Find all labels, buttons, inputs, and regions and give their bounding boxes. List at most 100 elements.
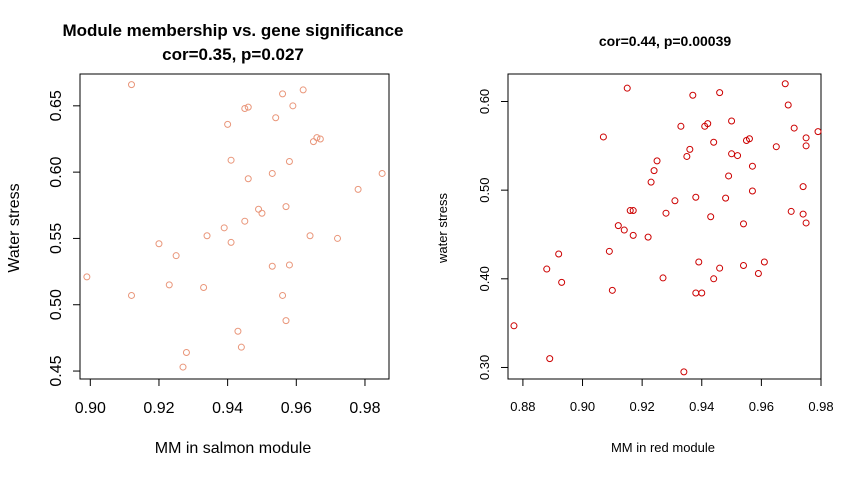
- chart-salmon-point: [83, 273, 91, 281]
- chart-red-point: [802, 142, 810, 150]
- chart-red-point: [644, 233, 652, 241]
- chart-red-point: [510, 322, 518, 330]
- chart-red-point: [686, 145, 694, 153]
- chart-salmon-x-tick-label: 0.96: [281, 400, 312, 417]
- chart-salmon-subtitle: cor=0.35, p=0.027: [162, 45, 304, 64]
- chart-salmon-point: [244, 103, 252, 111]
- chart-salmon-x-tick-label: 0.90: [75, 400, 106, 417]
- chart-salmon-point: [237, 343, 245, 351]
- chart-red-point: [629, 231, 637, 239]
- chart-red-point: [772, 143, 780, 151]
- chart-red-point: [748, 162, 756, 170]
- chart-salmon-point: [128, 81, 135, 89]
- chart-salmon-point: [155, 240, 163, 248]
- chart-red-point: [692, 193, 700, 201]
- chart-red-point: [614, 222, 622, 230]
- chart-red-point: [728, 117, 736, 125]
- chart-salmon-point: [200, 284, 208, 291]
- chart-salmon-point: [203, 232, 211, 240]
- chart-salmon-point: [279, 291, 287, 299]
- chart-red-y-tick-label: 0.30: [477, 355, 492, 380]
- chart-red-point: [707, 213, 715, 221]
- chart-salmon-x-tick-label: 0.94: [212, 400, 243, 417]
- chart-salmon-point: [316, 135, 324, 143]
- chart-red-point: [698, 289, 706, 297]
- chart-salmon-point: [282, 317, 290, 325]
- chart-red-y-axis: 0.30 0.40 0.50 0.60: [477, 89, 509, 380]
- chart-salmon-point: [354, 185, 362, 193]
- chart-red-point: [710, 138, 718, 146]
- chart-salmon-point: [227, 156, 235, 164]
- chart-salmon-point: [268, 262, 276, 270]
- chart-red-point: [722, 194, 730, 202]
- chart-salmon-point: [258, 209, 266, 217]
- chart-salmon-y-tick-label: 0.50: [48, 289, 65, 320]
- chart-red-point: [787, 207, 795, 215]
- chart-salmon-point: [285, 158, 293, 166]
- chart-salmon-y-tick-label: 0.55: [48, 223, 65, 254]
- chart-salmon-point: [279, 90, 287, 98]
- chart-red-point: [781, 80, 789, 88]
- chart-salmon-ylabel: Water stress: [6, 183, 23, 272]
- chart-salmon-point: [255, 205, 263, 213]
- chart-red-point: [680, 368, 688, 376]
- chart-red-point: [814, 128, 822, 136]
- chart-red-point: [739, 262, 747, 270]
- chart-salmon-point: [241, 217, 249, 225]
- chart-red-point: [689, 91, 697, 99]
- chart-salmon-point: [128, 291, 135, 299]
- chart-salmon-x-axis: 0.90 0.92 0.94 0.96 0.98: [75, 378, 381, 417]
- chart-red-point: [695, 258, 703, 266]
- chart-salmon-point: [244, 175, 252, 183]
- chart-salmon-plot-frame: [79, 73, 390, 380]
- chart-red-point: [716, 89, 724, 97]
- chart-red-y-tick-label: 0.60: [477, 89, 492, 114]
- chart-salmon-point: [334, 234, 341, 242]
- chart-salmon-point: [220, 224, 228, 232]
- chart-red-point: [784, 101, 792, 109]
- chart-red-point: [760, 258, 768, 266]
- chart-red-point: [692, 289, 700, 297]
- chart-salmon-point: [179, 363, 187, 371]
- chart-salmon-y-tick-label: 0.60: [48, 156, 65, 187]
- chart-red-point: [662, 209, 670, 217]
- chart-red-point: [608, 286, 616, 294]
- chart-red-x-axis: 0.88 0.90 0.92 0.94 0.96 0.98: [510, 378, 834, 414]
- chart-red-x-tick-label: 0.88: [510, 399, 535, 414]
- chart-red-point: [683, 152, 691, 160]
- chart-red-xlabel: MM in red module: [611, 440, 715, 455]
- chart-salmon-point: [227, 238, 235, 246]
- chart-salmon-point: [182, 348, 190, 356]
- chart-red-point: [543, 265, 551, 273]
- chart-red-point: [671, 197, 679, 205]
- chart-red-point: [555, 250, 563, 258]
- chart-red-point: [653, 157, 661, 165]
- chart-salmon-xlabel: MM in salmon module: [155, 440, 312, 457]
- chart-red-point: [728, 150, 736, 158]
- chart-red-point: [802, 219, 810, 227]
- chart-red-point: [802, 134, 810, 142]
- chart-red-point: [599, 133, 607, 141]
- chart-red-point: [647, 178, 655, 186]
- chart-salmon-y-axis: 0.45 0.50 0.55 0.60 0.65: [48, 90, 81, 387]
- chart-salmon-point: [165, 281, 173, 289]
- chart-red-title: cor=0.44, p=0.00039: [599, 33, 732, 49]
- chart-salmon-point: [309, 138, 317, 146]
- chart-salmon-y-tick-label: 0.45: [48, 355, 65, 386]
- chart-salmon-point: [172, 252, 180, 260]
- chart-red-point: [626, 207, 634, 215]
- chart-salmon-point: [268, 169, 276, 177]
- chart-red-x-tick-label: 0.98: [808, 399, 833, 414]
- chart-red-x-tick-label: 0.90: [570, 399, 595, 414]
- chart-red-point: [734, 152, 742, 160]
- chart-red-point: [677, 122, 685, 130]
- chart-red-point: [739, 220, 747, 228]
- chart-red-point: [659, 274, 667, 282]
- chart-salmon-point: [299, 86, 307, 94]
- chart-red-point: [558, 278, 566, 286]
- chart-red-point: [546, 355, 554, 363]
- chart-red-point: [799, 210, 807, 218]
- chart-red-x-tick-label: 0.94: [689, 399, 714, 414]
- chart-red-plot-frame: [507, 73, 822, 380]
